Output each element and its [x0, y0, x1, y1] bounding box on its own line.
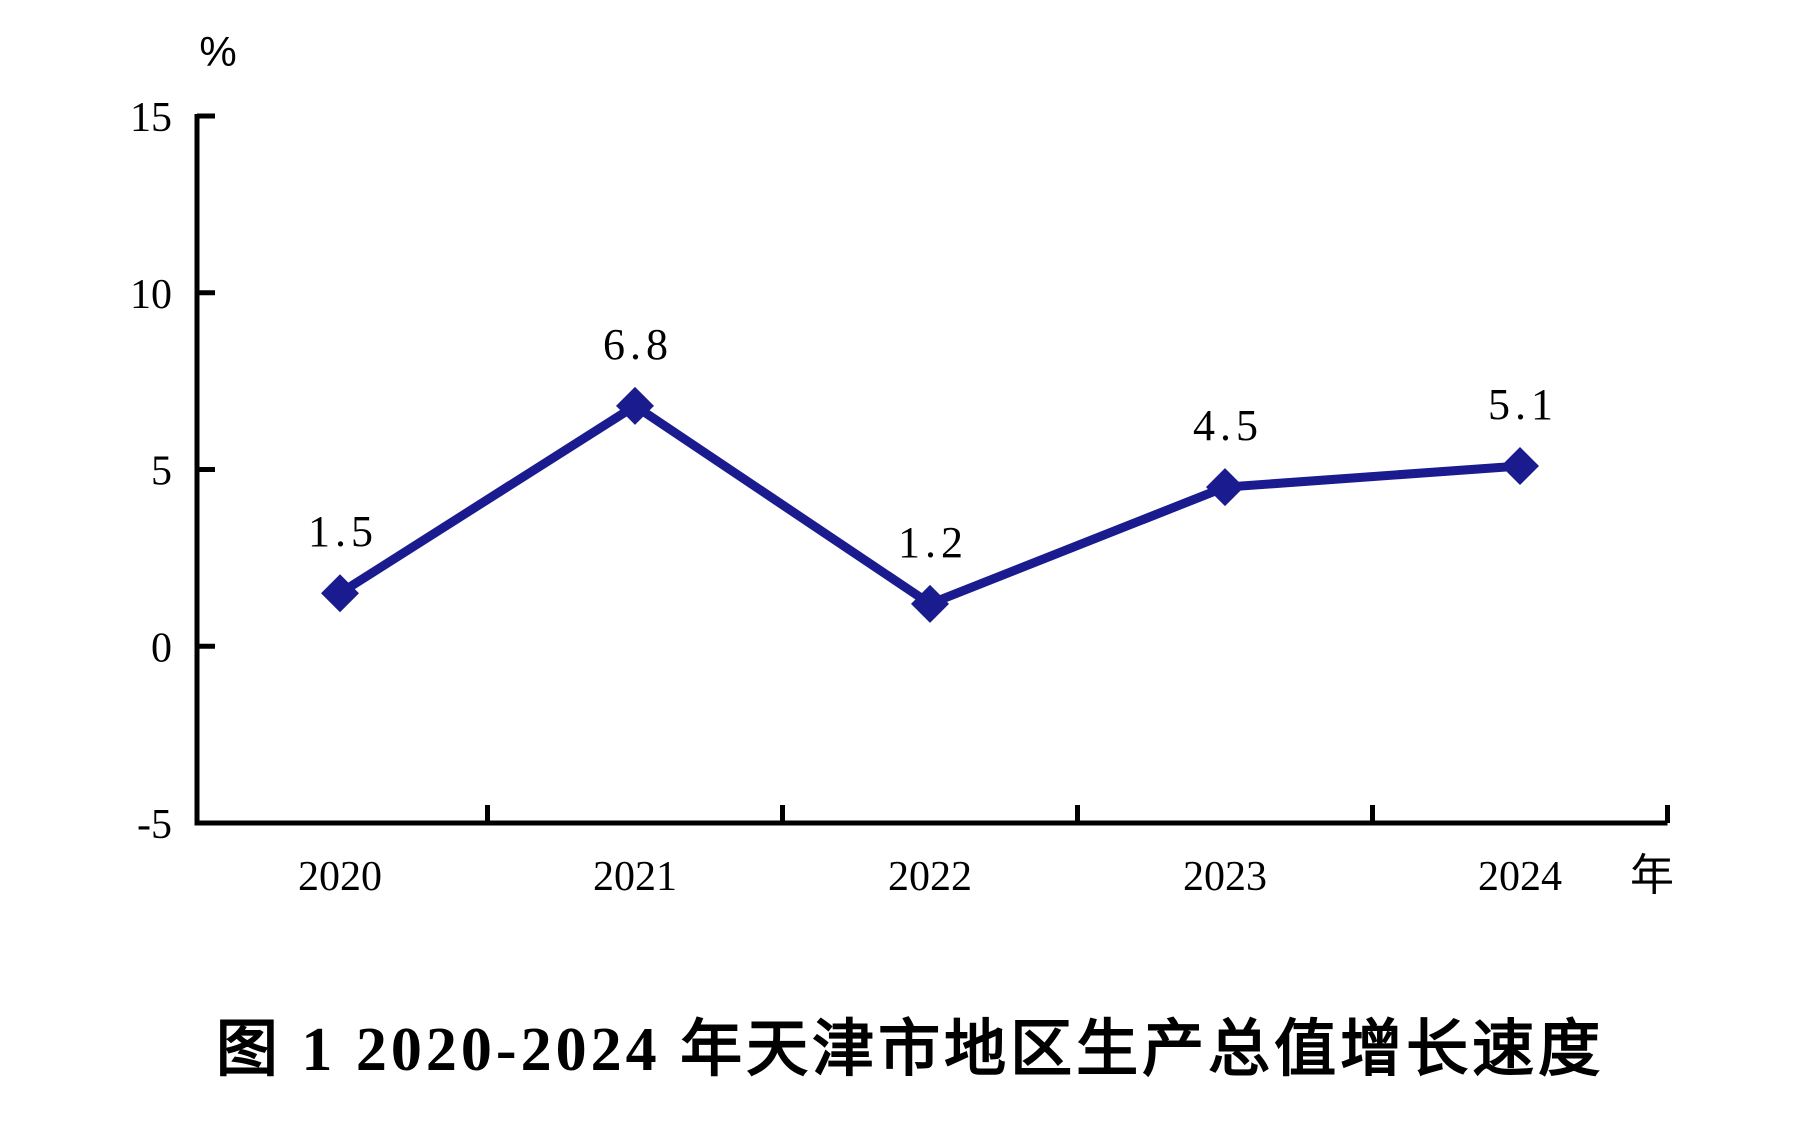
data-label-2023: 4.5: [1193, 401, 1263, 450]
x-category-label: 2024: [1478, 854, 1562, 900]
y-tick-label: 15: [130, 95, 172, 141]
data-point-marker-2022: [911, 584, 949, 623]
data-label-2022: 1.2: [898, 518, 968, 567]
data-point-marker-2024: [1501, 446, 1539, 485]
data-point-marker-2020: [321, 574, 359, 613]
chart-title: 图 1 2020-2024 年天津市地区生产总值增长速度: [215, 1016, 1605, 1084]
y-tick-label: 5: [151, 449, 172, 495]
y-axis-unit-label: %: [199, 28, 236, 75]
x-category-label: 2021: [593, 854, 677, 900]
y-tick-label: -5: [137, 802, 172, 848]
data-label-2020: 1.5: [308, 507, 378, 556]
x-category-label: 2020: [298, 854, 382, 900]
x-category-label: 2022: [888, 854, 972, 900]
data-line: [337, 400, 1521, 609]
y-tick-label: 10: [130, 272, 172, 318]
y-tick-label: 0: [151, 625, 172, 671]
data-label-2021: 6.8: [603, 320, 673, 369]
data-label-2024: 5.1: [1488, 380, 1558, 429]
line-chart: 15 10 5 0 -5 2020 2021 2022 2023 2024% 年 1.5 6.8 1.2 4…: [130, 28, 1674, 900]
data-point-marker-2021: [616, 386, 654, 425]
data-point-marker-2023: [1206, 468, 1244, 507]
x-axis-unit-label: 年: [1630, 851, 1674, 900]
x-category-label: 2023: [1183, 854, 1267, 900]
chart-plot-area: 15 10 5 0 -5 2020 2021 2022 2023 2024% 年 1.5 6.8 1.2 4…: [130, 28, 1674, 900]
